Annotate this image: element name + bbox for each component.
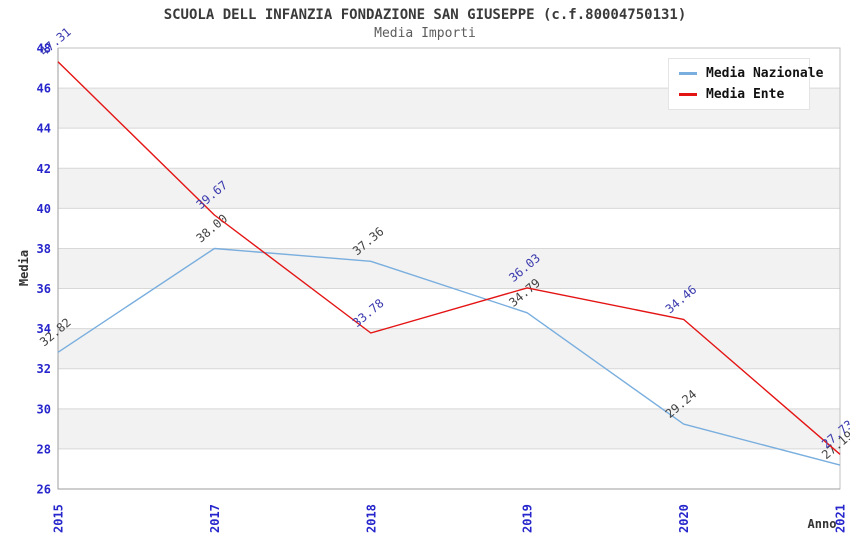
legend: Media Nazionale Media Ente xyxy=(668,58,823,110)
x-tick-label: 2020 xyxy=(677,504,691,533)
y-tick-label: 32 xyxy=(37,362,51,376)
plot-band xyxy=(58,168,840,209)
y-tick-label: 48 xyxy=(37,42,51,56)
x-axis-title: Anno xyxy=(807,517,837,531)
plot-band xyxy=(58,288,840,329)
series-line-media-nazionale xyxy=(57,247,841,466)
y-tick-label: 36 xyxy=(37,282,51,296)
plot-band xyxy=(58,408,840,449)
series-line-media-ente xyxy=(57,61,841,455)
plot-band xyxy=(58,128,840,169)
y-tick-label: 34 xyxy=(37,322,51,336)
y-tick-label: 26 xyxy=(37,483,51,497)
plot-band xyxy=(58,368,840,409)
legend-item-media-nazionale: Media Nazionale xyxy=(679,65,823,81)
legend-label: Media Nazionale xyxy=(706,65,824,81)
y-tick-label: 44 xyxy=(37,122,51,136)
y-tick-label: 38 xyxy=(37,242,51,256)
chart-title: SCUOLA DELL INFANZIA FONDAZIONE SAN GIUS… xyxy=(163,7,687,23)
plot-band xyxy=(58,248,840,289)
chart-subtitle: Media Importi xyxy=(374,26,476,41)
legend-item-media-ente: Media Ente xyxy=(679,86,799,102)
x-tick-label: 2019 xyxy=(521,504,535,533)
y-tick-label: 46 xyxy=(37,82,51,96)
legend-swatch-media-nazionale xyxy=(679,71,697,75)
y-tick-label: 28 xyxy=(37,442,51,456)
y-axis-title: Media xyxy=(17,249,31,287)
x-tick-label: 2021 xyxy=(834,504,848,533)
plot-band xyxy=(58,448,840,489)
y-tick-label: 42 xyxy=(37,162,51,176)
plot-band xyxy=(58,328,840,369)
legend-label: Media Ente xyxy=(706,86,785,102)
y-tick-label: 40 xyxy=(37,202,51,216)
x-tick-label: 2018 xyxy=(364,504,378,533)
x-tick-label: 2015 xyxy=(52,504,66,533)
plot-band xyxy=(58,208,840,249)
y-tick-label: 30 xyxy=(37,402,51,416)
legend-swatch-media-ente xyxy=(679,92,697,96)
x-tick-label: 2017 xyxy=(208,504,222,533)
